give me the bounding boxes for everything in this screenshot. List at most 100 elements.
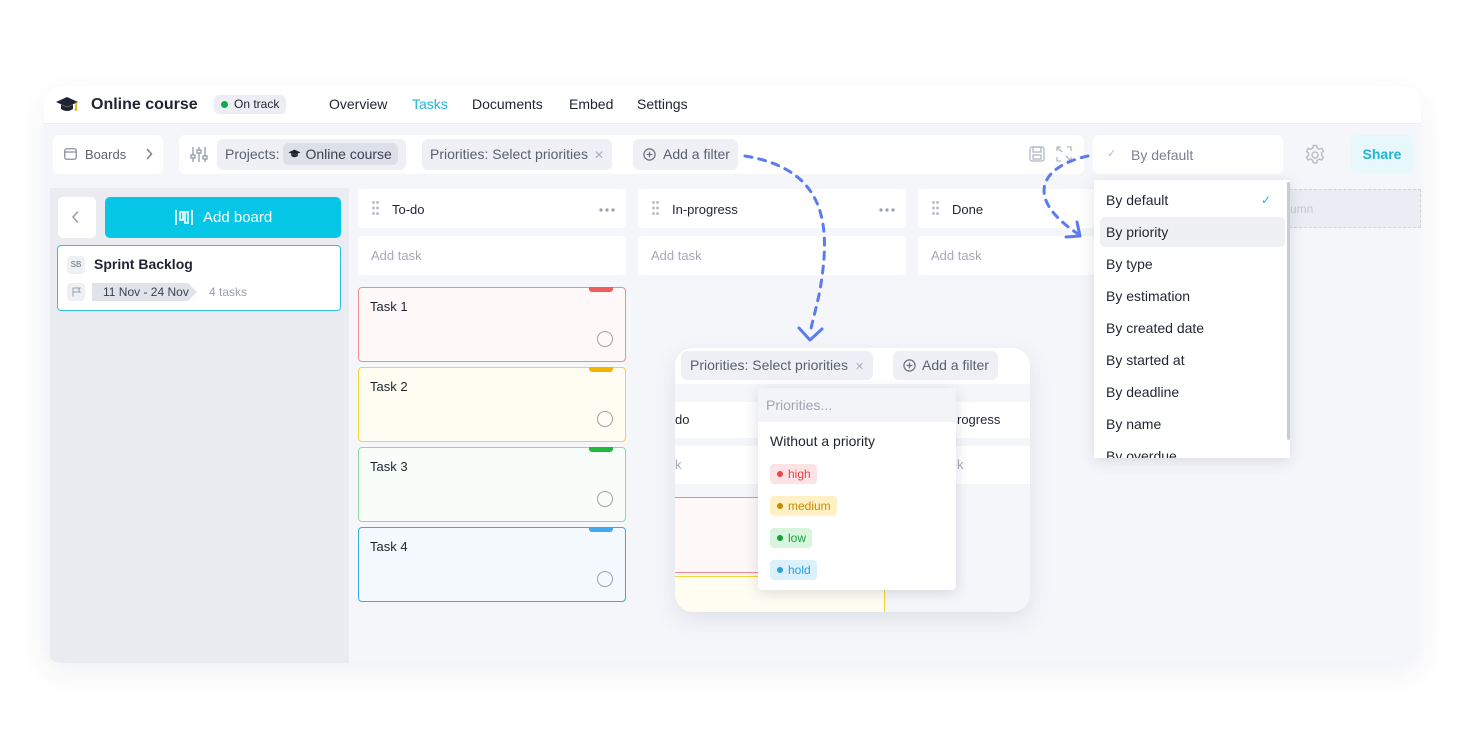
inset-add-filter-label: Add a filter: [922, 357, 989, 373]
tab-settings[interactable]: Settings: [637, 96, 688, 112]
scrollbar[interactable]: [1287, 182, 1290, 440]
priorities-filter-chip[interactable]: Priorities: Select priorities ✕: [422, 139, 612, 170]
check-icon: ✓: [1107, 148, 1117, 160]
sort-option[interactable]: By default ✓: [1100, 185, 1285, 215]
sort-option[interactable]: By created date: [1100, 313, 1285, 343]
inset-add-filter-button[interactable]: Add a filter: [893, 351, 998, 380]
column-header-done[interactable]: Done: [918, 189, 1096, 228]
chevron-right-icon: [146, 148, 153, 160]
projects-filter-chip[interactable]: Projects: Online course: [217, 139, 406, 170]
sort-option-label: By name: [1106, 416, 1162, 432]
status-dot-icon: [221, 101, 228, 108]
sort-option-label: By type: [1106, 256, 1153, 272]
column-header-in-progress[interactable]: In-progress: [638, 189, 906, 228]
status-badge[interactable]: On track: [214, 95, 287, 114]
sort-option[interactable]: By started at: [1100, 345, 1285, 375]
priority-tag: [589, 527, 613, 532]
complete-checkbox-icon[interactable]: [597, 571, 613, 587]
tab-overview[interactable]: Overview: [329, 96, 388, 112]
sort-option-label: By priority: [1106, 224, 1169, 240]
priority-dropdown: Priorities... Without a priority high med…: [758, 388, 956, 590]
task-card[interactable]: Task 4: [358, 527, 626, 602]
flag-icon: [67, 283, 85, 301]
drag-handle-icon[interactable]: [652, 201, 659, 215]
sort-option[interactable]: By name: [1100, 409, 1285, 439]
tab-embed[interactable]: Embed: [569, 96, 614, 112]
sort-value: By default: [1131, 147, 1194, 163]
collapse-sidebar-button[interactable]: [58, 197, 96, 238]
board-add-icon: [175, 210, 193, 225]
check-icon: ✓: [1260, 193, 1271, 207]
task-card[interactable]: Task 1: [358, 287, 626, 362]
task-title: Task 4: [370, 539, 408, 554]
priority-option-low[interactable]: low: [770, 528, 813, 548]
priority-search-input[interactable]: Priorities...: [758, 388, 956, 422]
complete-checkbox-icon[interactable]: [597, 491, 613, 507]
priority-tag: [589, 287, 613, 292]
priority-option-medium[interactable]: medium: [770, 496, 837, 516]
drag-handle-icon[interactable]: [932, 201, 939, 215]
inset-filter-bar: Priorities: Select priorities ✕ Add a fil…: [675, 348, 1030, 384]
boards-label: Boards: [85, 147, 127, 162]
add-task-input[interactable]: Add task: [638, 236, 906, 275]
expand-icon[interactable]: [1056, 146, 1072, 162]
project-value-tag[interactable]: Online course: [283, 143, 398, 165]
task-title: Task 3: [370, 459, 408, 474]
sort-option[interactable]: By deadline: [1100, 377, 1285, 407]
app-title: Online course: [91, 96, 198, 113]
gear-icon[interactable]: [1304, 144, 1326, 166]
boards-sidebar: Add board SB Sprint Backlog 11 Nov - 24 …: [50, 188, 349, 663]
priority-tag: [589, 367, 613, 372]
task-card[interactable]: Task 2: [358, 367, 626, 442]
priority-option-high[interactable]: high: [770, 464, 817, 484]
sort-option-label: By estimation: [1106, 288, 1191, 304]
share-button[interactable]: Share: [1351, 135, 1413, 173]
task-card[interactable]: Task 3: [358, 447, 626, 522]
more-options-icon[interactable]: [879, 208, 895, 212]
board-icon: [64, 148, 77, 160]
column-title: Done: [952, 202, 984, 217]
sort-option[interactable]: By estimation: [1100, 281, 1285, 311]
top-bar: Online course On track Overview Tasks Do…: [44, 86, 1421, 124]
add-task-input[interactable]: Add task: [918, 236, 1096, 275]
board-name: Sprint Backlog: [94, 256, 193, 272]
add-filter-label: Add a filter: [663, 146, 730, 162]
close-icon[interactable]: ✕: [593, 148, 604, 162]
sort-option-label: By started at: [1106, 352, 1185, 368]
projects-filter-prefix: Projects:: [225, 146, 280, 162]
priority-option-none[interactable]: Without a priority: [770, 433, 876, 449]
priority-option-hold[interactable]: hold: [770, 560, 817, 580]
drag-handle-icon[interactable]: [372, 201, 379, 215]
sort-select[interactable]: ✓ By default: [1093, 135, 1283, 174]
close-icon[interactable]: ✕: [854, 361, 865, 373]
add-board-label: Add board: [203, 209, 273, 226]
sprint-dates: 11 Nov - 24 Nov: [92, 283, 197, 301]
board-card[interactable]: SB Sprint Backlog 11 Nov - 24 Nov 4 task…: [57, 245, 341, 311]
boards-button[interactable]: Boards: [53, 135, 163, 174]
inset-priorities-filter-chip[interactable]: Priorities: Select priorities ✕: [681, 351, 874, 380]
task-title: Task 1: [370, 299, 408, 314]
sort-option[interactable]: By overdue: [1100, 441, 1285, 458]
complete-checkbox-icon[interactable]: [597, 331, 613, 347]
add-filter-button[interactable]: Add a filter: [633, 139, 738, 170]
add-column-placeholder[interactable]: umn: [1274, 189, 1421, 228]
tab-tasks[interactable]: Tasks: [412, 96, 448, 112]
task-count: 4 tasks: [209, 285, 248, 299]
save-icon[interactable]: [1029, 146, 1045, 162]
status-label: On track: [234, 97, 280, 111]
board-badge: SB: [67, 256, 85, 274]
sort-option-label: By deadline: [1106, 384, 1180, 400]
complete-checkbox-icon[interactable]: [597, 411, 613, 427]
priorities-filter-label: Priorities: Select priorities: [430, 146, 588, 162]
sort-option[interactable]: By type: [1100, 249, 1285, 279]
more-options-icon[interactable]: [599, 208, 615, 212]
column-header-todo[interactable]: To-do: [358, 189, 626, 228]
filter-bar: Projects: Online course Priorities: Selec…: [179, 135, 1084, 174]
add-task-input[interactable]: Add task: [358, 236, 626, 275]
tab-documents[interactable]: Documents: [472, 96, 543, 112]
add-board-button[interactable]: Add board: [105, 197, 341, 238]
add-circle-icon: [643, 148, 656, 161]
sort-option-label: By overdue: [1106, 448, 1177, 458]
sliders-icon[interactable]: [190, 146, 208, 163]
sort-option[interactable]: By priority: [1100, 217, 1285, 247]
